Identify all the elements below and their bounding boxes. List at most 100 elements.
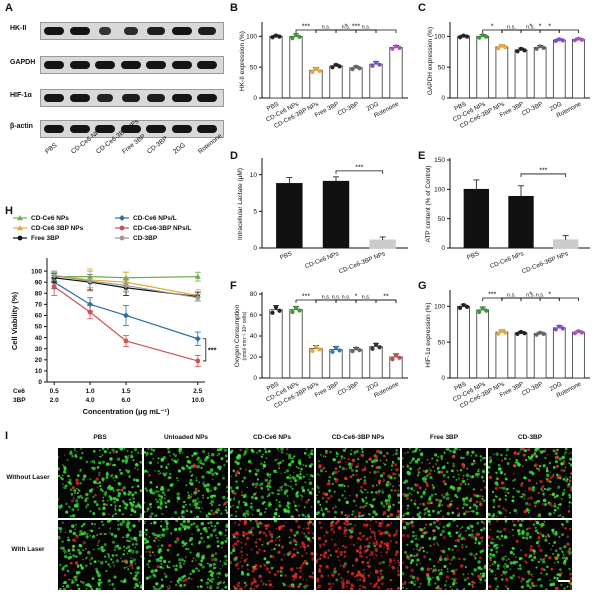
dead-cell-dot [234,471,238,475]
bar [369,239,396,249]
dead-cell-dot [473,493,477,497]
dead-cell-dot [377,585,381,589]
live-cell-dot [209,468,214,472]
live-cell-dot [234,460,238,464]
dead-cell-dot [167,588,170,590]
live-cell-dot [368,513,371,516]
live-cell-dot [456,525,459,527]
live-cell-dot [233,557,237,562]
live-cell-dot [262,500,266,504]
live-cell-dot [140,449,142,452]
dead-cell-dot [568,549,572,553]
live-cell-dot [98,461,102,465]
live-cell-dot [258,521,262,525]
live-cell-dot [241,570,244,574]
live-cell-dot [82,549,84,551]
bar [349,349,363,379]
data-point [480,33,485,38]
live-cell-dot [126,469,131,474]
live-cell-dot [157,588,160,590]
live-cell-dot [235,455,239,459]
bar [514,332,528,379]
dead-cell-dot [160,550,163,552]
live-cell-dot [568,501,571,504]
dead-cell-dot [488,544,490,547]
data-point [499,328,504,333]
live-cell-dot [178,448,183,451]
data-point [572,331,578,336]
dead-cell-dot [333,543,337,547]
dead-cell-dot [337,547,340,550]
dead-cell-dot [343,531,347,535]
x-tick-label: PBS [453,381,467,393]
live-cell-dot [480,568,483,571]
y-tick-label: 20 [250,354,258,361]
dead-cell-dot [320,574,324,578]
live-cell-dot [445,470,449,474]
live-cell-dot [129,560,134,564]
live-cell-dot [518,523,523,527]
live-cell-dot [85,548,87,550]
dead-cell-dot [184,578,188,582]
x-tick-label: PBS [453,101,467,113]
live-cell-dot [119,448,124,451]
live-cell-dot [451,511,455,515]
live-cell-dot [546,554,548,557]
live-cell-dot [509,512,511,514]
dead-cell-dot [508,531,511,533]
live-cell-dot [480,475,484,479]
dead-cell-dot [529,544,533,548]
live-cell-dot [293,534,297,537]
live-cell-dot [381,560,385,564]
live-cell-dot [406,486,410,490]
live-cell-dot [466,478,469,480]
live-cell-dot [226,490,228,493]
live-cell-dot [496,564,500,567]
live-cell-dot [273,547,276,551]
live-cell-dot [202,482,205,485]
dead-cell-dot [351,458,356,463]
dead-cell-dot [339,564,342,567]
live-cell-dot [248,469,252,473]
data-point [522,331,527,336]
live-cell-dot [109,486,113,489]
live-cell-dot [547,487,551,491]
dead-cell-dot [328,587,332,590]
live-cell-dot [125,566,128,568]
live-cell-dot [179,522,184,526]
dead-cell-dot [250,462,253,465]
live-cell-dot [525,536,529,540]
data-point [377,62,382,67]
live-cell-dot [200,559,204,563]
dead-cell-dot [301,554,304,557]
live-cell-dot [179,564,182,567]
live-cell-dot [154,469,156,472]
live-cell-dot [476,494,480,498]
live-cell-dot [387,480,390,484]
live-cell-dot [125,503,129,507]
live-cell-dot [446,570,449,573]
dead-cell-dot [238,583,240,585]
live-cell-dot [355,469,359,473]
live-cell-dot [168,585,171,587]
live-cell-dot [414,460,419,464]
live-cell-dot [224,540,228,543]
live-cell-dot [514,461,518,464]
live-cell-dot [218,531,222,535]
live-cell-dot [239,467,242,470]
live-cell-dot [553,504,557,508]
y-tick-label: 0 [38,379,42,386]
live-cell-dot [191,523,194,526]
dead-cell-dot [334,522,338,525]
live-cell-dot [88,559,91,561]
dead-cell-dot [363,488,366,491]
live-cell-dot [483,463,486,466]
dead-cell-dot [462,465,466,469]
live-cell-dot [437,470,441,474]
dead-cell-dot [347,523,350,525]
live-cell-dot [371,515,375,518]
significance-bracket [539,297,560,301]
live-cell-dot [337,498,341,502]
live-cell-dot [445,580,448,583]
